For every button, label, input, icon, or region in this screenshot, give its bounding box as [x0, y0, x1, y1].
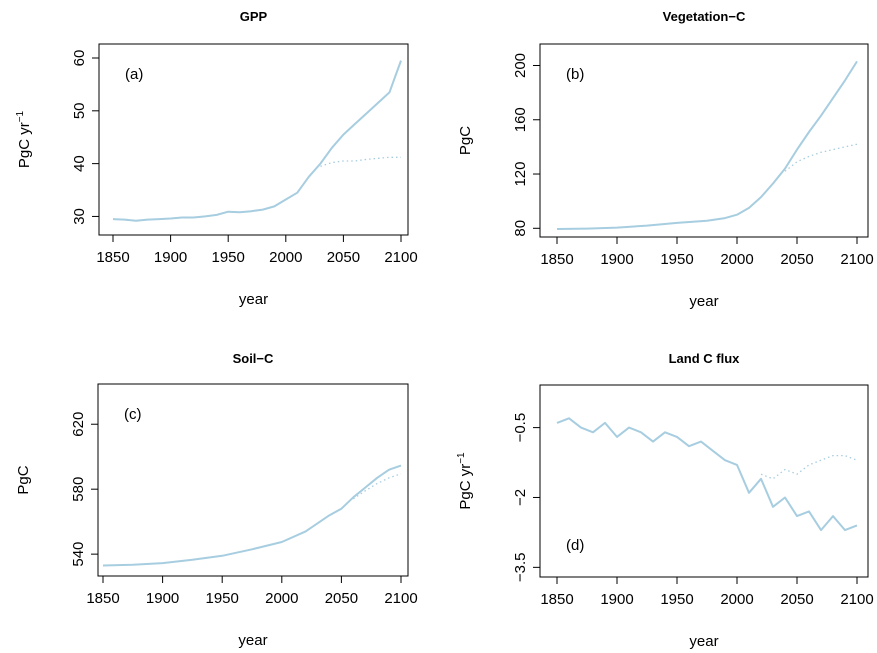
- plot-frame: [539, 43, 869, 238]
- panel-label: (d): [566, 537, 584, 554]
- dotted-series-line: [784, 143, 858, 172]
- x-axis-label: year: [238, 632, 267, 649]
- x-tick-label: 1900: [154, 249, 187, 266]
- x-tick-label: 2000: [720, 591, 753, 608]
- x-tick-label: 1950: [660, 591, 693, 608]
- dotted-series-line: [352, 473, 402, 500]
- x-axis-label: year: [239, 291, 268, 308]
- x-tick-label: 2050: [325, 590, 358, 607]
- x-axis-label: year: [689, 293, 718, 310]
- y-axis-label-text: PgC yr: [16, 122, 33, 168]
- y-tick-label: −3.5: [512, 553, 529, 583]
- x-tick-label: 2000: [720, 251, 753, 268]
- panel-label: (c): [124, 406, 142, 423]
- chart-title: Soil−C: [233, 351, 274, 366]
- x-tick-label: 1900: [600, 251, 633, 268]
- y-tick-label: 200: [512, 53, 529, 78]
- x-tick-label: 1850: [96, 249, 129, 266]
- y-tick-label: 540: [70, 542, 87, 567]
- x-tick-label: 1850: [540, 251, 573, 268]
- y-tick-label: −2: [512, 489, 529, 506]
- chart-title: Vegetation−C: [663, 9, 746, 24]
- y-axis-label-text: PgC: [457, 126, 474, 155]
- solid-series-line: [556, 60, 858, 230]
- x-tick-label: 2100: [384, 590, 417, 607]
- x-tick-label: 2100: [384, 249, 417, 266]
- y-axis-label-text: PgC: [15, 465, 32, 494]
- x-tick-label: 2000: [265, 590, 298, 607]
- x-tick-label: 2050: [780, 251, 813, 268]
- solid-series-line: [112, 60, 402, 222]
- y-tick-label: 80: [512, 220, 529, 237]
- x-tick-label: 1850: [540, 591, 573, 608]
- solid-series-line: [556, 417, 858, 532]
- x-axis-label: year: [689, 633, 718, 650]
- y-tick-label: 120: [512, 162, 529, 187]
- y-tick-label: 60: [71, 50, 88, 67]
- x-tick-label: 2000: [269, 249, 302, 266]
- solid-series-line: [102, 464, 402, 567]
- x-tick-label: 2100: [840, 591, 873, 608]
- y-axis-label-superscript: −1: [456, 452, 467, 464]
- y-tick-label: 580: [70, 477, 87, 502]
- x-tick-label: 2100: [840, 251, 873, 268]
- x-tick-label: 1950: [660, 251, 693, 268]
- y-tick-label: 40: [71, 155, 88, 172]
- y-tick-label: 30: [71, 208, 88, 225]
- x-tick-label: 1950: [212, 249, 245, 266]
- dotted-series-line: [760, 454, 858, 480]
- y-tick-label: 50: [71, 102, 88, 119]
- plot-frame: [98, 43, 409, 236]
- y-axis-label: PgC yr−1: [456, 452, 474, 510]
- x-tick-label: 1850: [86, 590, 119, 607]
- chart-title: GPP: [240, 9, 268, 24]
- y-axis-label: PgC: [457, 126, 474, 155]
- x-tick-label: 1950: [206, 590, 239, 607]
- y-axis-label-text: PgC yr: [457, 464, 474, 510]
- x-tick-label: 2050: [327, 249, 360, 266]
- plot-frame: [97, 383, 409, 577]
- plot-frame: [539, 384, 869, 578]
- y-axis-label: PgC yr−1: [15, 110, 33, 168]
- panel-label: (b): [566, 66, 584, 83]
- dotted-series-line: [320, 156, 401, 167]
- x-tick-label: 2050: [780, 591, 813, 608]
- y-tick-label: 620: [70, 412, 87, 437]
- y-axis-label: PgC: [15, 465, 32, 494]
- panel-label: (a): [125, 66, 143, 83]
- x-tick-label: 1900: [600, 591, 633, 608]
- y-tick-label: −0.5: [512, 413, 529, 443]
- chart-title: Land C flux: [669, 351, 741, 366]
- y-tick-label: 160: [512, 107, 529, 132]
- x-tick-label: 1900: [146, 590, 179, 607]
- y-axis-label-superscript: −1: [15, 110, 26, 122]
